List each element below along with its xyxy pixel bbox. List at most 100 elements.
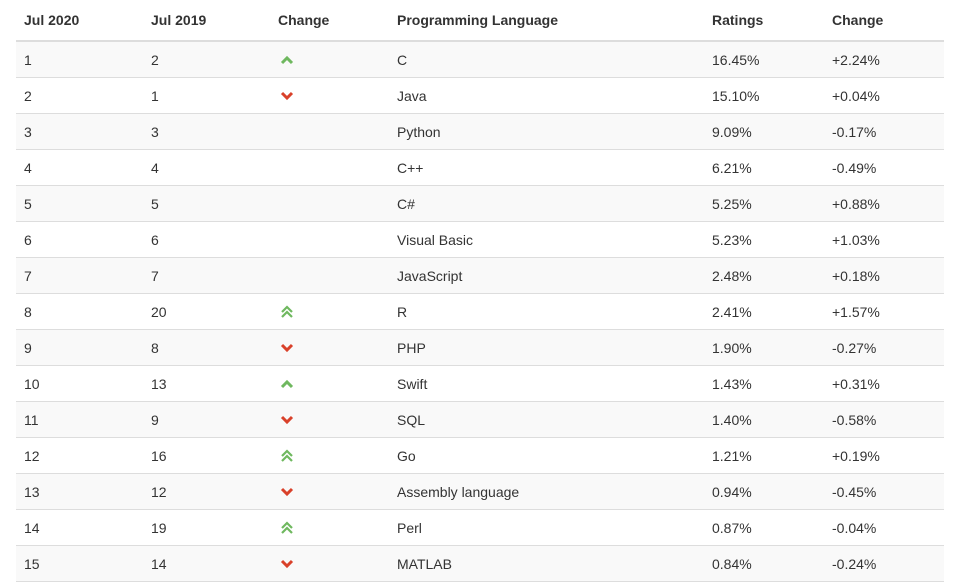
language-name: C++	[389, 149, 704, 186]
header-language[interactable]: Programming Language	[389, 0, 704, 42]
rank-2019: 14	[143, 545, 270, 582]
rating-change: -0.04%	[824, 509, 944, 546]
table-row: 8 20 R 2.41% +1.57%	[16, 293, 944, 330]
rating: 1.90%	[704, 329, 824, 366]
header-ratings[interactable]: Ratings	[704, 0, 824, 42]
rank-2019: 16	[143, 437, 270, 474]
rating: 6.21%	[704, 149, 824, 186]
table-row: 12 16 Go 1.21% +0.19%	[16, 437, 944, 474]
trend-cell	[270, 257, 389, 294]
rating: 1.43%	[704, 365, 824, 402]
arrow-up-icon	[280, 55, 294, 64]
table-row: 2 1 Java 15.10% +0.04%	[16, 77, 944, 114]
rank-2019: 7	[143, 257, 270, 294]
trend-cell	[270, 185, 389, 222]
rank-2020: 10	[16, 365, 143, 402]
trend-cell	[270, 509, 389, 546]
rank-2019: 20	[143, 293, 270, 330]
rating-change: -0.49%	[824, 149, 944, 186]
rating: 1.21%	[704, 437, 824, 474]
arrow-down-icon	[280, 91, 294, 100]
arrow-down-icon	[280, 487, 294, 496]
arrow-down-icon	[280, 343, 294, 352]
rank-2020: 12	[16, 437, 143, 474]
language-name: SQL	[389, 401, 704, 438]
rank-2019: 9	[143, 401, 270, 438]
trend-cell	[270, 545, 389, 582]
rank-2020: 7	[16, 257, 143, 294]
header-change-trend[interactable]: Change	[270, 0, 389, 42]
rank-2020: 14	[16, 509, 143, 546]
header-jul2020[interactable]: Jul 2020	[16, 0, 143, 42]
rank-2019: 19	[143, 509, 270, 546]
language-name: JavaScript	[389, 257, 704, 294]
double-arrow-up-icon	[281, 448, 293, 462]
rating: 9.09%	[704, 113, 824, 150]
rank-2019: 1	[143, 77, 270, 114]
rank-2020: 2	[16, 77, 143, 114]
language-name: C	[389, 41, 704, 78]
double-arrow-up-icon	[281, 520, 293, 534]
trend-cell	[270, 293, 389, 330]
table-row: 4 4 C++ 6.21% -0.49%	[16, 149, 944, 186]
language-name: Assembly language	[389, 473, 704, 510]
rank-2019: 12	[143, 473, 270, 510]
language-name: Go	[389, 437, 704, 474]
rating-change: +0.88%	[824, 185, 944, 222]
header-jul2019[interactable]: Jul 2019	[143, 0, 270, 42]
rating-change: -0.45%	[824, 473, 944, 510]
language-name: Perl	[389, 509, 704, 546]
trend-cell	[270, 437, 389, 474]
table-row: 10 13 Swift 1.43% +0.31%	[16, 365, 944, 402]
trend-cell	[270, 149, 389, 186]
rating: 1.40%	[704, 401, 824, 438]
arrow-down-icon	[280, 559, 294, 568]
rating: 2.41%	[704, 293, 824, 330]
rank-2019: 3	[143, 113, 270, 150]
rating-change: +1.03%	[824, 221, 944, 258]
rank-2020: 8	[16, 293, 143, 330]
rating-change: +0.18%	[824, 257, 944, 294]
rating: 5.25%	[704, 185, 824, 222]
rating: 16.45%	[704, 41, 824, 78]
rank-2019: 4	[143, 149, 270, 186]
rating-change: +0.04%	[824, 77, 944, 114]
rank-2020: 15	[16, 545, 143, 582]
language-name: Java	[389, 77, 704, 114]
language-ranking-table: Jul 2020 Jul 2019 Change Programming Lan…	[16, 0, 944, 582]
language-name: Visual Basic	[389, 221, 704, 258]
table-row: 13 12 Assembly language 0.94% -0.45%	[16, 473, 944, 510]
rank-2020: 6	[16, 221, 143, 258]
rank-2020: 9	[16, 329, 143, 366]
trend-cell	[270, 77, 389, 114]
rating-change: +0.31%	[824, 365, 944, 402]
table-row: 9 8 PHP 1.90% -0.27%	[16, 329, 944, 366]
rank-2019: 6	[143, 221, 270, 258]
table-row: 14 19 Perl 0.87% -0.04%	[16, 509, 944, 546]
trend-cell	[270, 365, 389, 402]
rating-change: +0.19%	[824, 437, 944, 474]
table-row: 11 9 SQL 1.40% -0.58%	[16, 401, 944, 438]
language-name: Swift	[389, 365, 704, 402]
rating: 5.23%	[704, 221, 824, 258]
double-arrow-up-icon	[281, 304, 293, 318]
rating-change: +2.24%	[824, 41, 944, 78]
rank-2019: 13	[143, 365, 270, 402]
rating-change: -0.27%	[824, 329, 944, 366]
trend-cell	[270, 113, 389, 150]
rating: 2.48%	[704, 257, 824, 294]
table-row: 1 2 C 16.45% +2.24%	[16, 41, 944, 78]
table-row: 5 5 C# 5.25% +0.88%	[16, 185, 944, 222]
header-row: Jul 2020 Jul 2019 Change Programming Lan…	[16, 0, 944, 42]
rank-2020: 11	[16, 401, 143, 438]
rank-2020: 3	[16, 113, 143, 150]
table-row: 3 3 Python 9.09% -0.17%	[16, 113, 944, 150]
header-change[interactable]: Change	[824, 0, 944, 42]
table-row: 15 14 MATLAB 0.84% -0.24%	[16, 545, 944, 582]
table-row: 7 7 JavaScript 2.48% +0.18%	[16, 257, 944, 294]
rank-2020: 13	[16, 473, 143, 510]
table-row: 6 6 Visual Basic 5.23% +1.03%	[16, 221, 944, 258]
rating-change: +1.57%	[824, 293, 944, 330]
language-name: R	[389, 293, 704, 330]
language-name: Python	[389, 113, 704, 150]
